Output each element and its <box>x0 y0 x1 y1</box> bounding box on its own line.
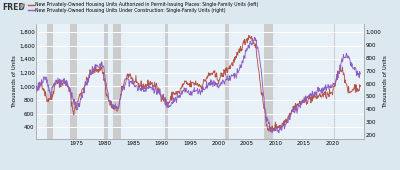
Bar <box>104 24 108 139</box>
Bar <box>47 24 52 139</box>
Bar <box>70 24 77 139</box>
Y-axis label: Thousands of Units: Thousands of Units <box>383 55 388 108</box>
Text: ▲▼: ▲▼ <box>19 3 27 7</box>
Bar <box>113 24 121 139</box>
Bar <box>264 24 273 139</box>
Text: FRED: FRED <box>2 3 25 12</box>
Y-axis label: Thousands of Units: Thousands of Units <box>12 55 17 108</box>
Bar <box>334 24 336 139</box>
Bar <box>165 24 168 139</box>
Bar <box>225 24 229 139</box>
Legend: New Privately-Owned Housing Units Authorized in Permit-Issuing Places: Single-Fa: New Privately-Owned Housing Units Author… <box>28 2 258 13</box>
